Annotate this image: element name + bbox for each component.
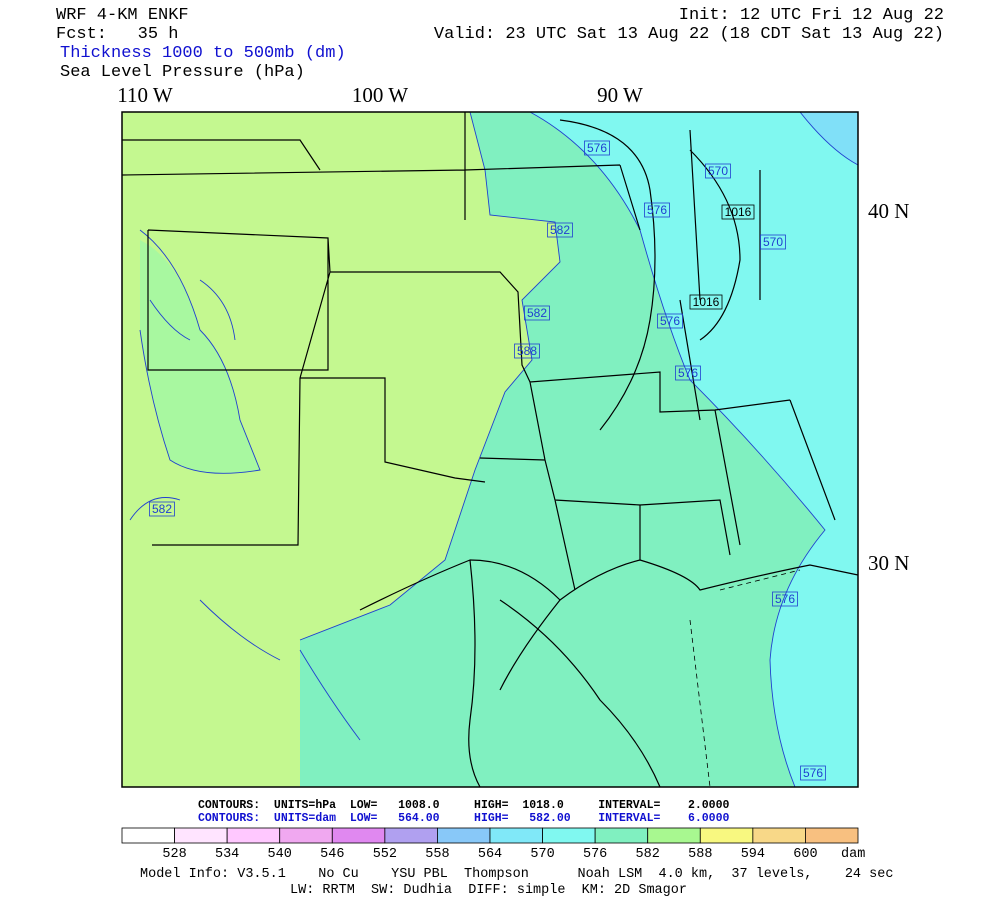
colorbar-box	[489, 827, 543, 844]
label-box	[524, 305, 550, 321]
state-border	[121, 112, 836, 591]
coastline	[468, 559, 561, 788]
colorbar-label: 582	[636, 847, 660, 862]
colorbar-label: 528	[162, 847, 186, 862]
colorbar-label: 588	[688, 847, 712, 862]
lon-label: 110 W	[117, 83, 173, 107]
colorbar-label: 564	[478, 847, 502, 862]
label-box	[514, 343, 540, 359]
contour-label: 570	[708, 164, 728, 178]
thickness-contour	[299, 111, 561, 641]
valid-time: Valid: 23 UTC Sat 13 Aug 22 (18 CDT Sat …	[434, 25, 944, 44]
label-box	[584, 140, 610, 156]
colorbar-box	[594, 827, 649, 844]
contour-info: CONTOURS: UNITS=dam LOW= 564.00 HIGH= 58…	[198, 812, 729, 825]
colorbar-label: 540	[268, 847, 292, 862]
init-time: Init: 12 UTC Fri 12 Aug 22	[679, 6, 944, 25]
label-box	[689, 294, 723, 310]
contour-label: 576	[678, 366, 698, 380]
pressure-contour	[499, 119, 741, 788]
colorbar-label: 576	[583, 847, 607, 862]
contour-label: 576	[660, 314, 680, 328]
contour-label: 582	[152, 502, 172, 516]
colorbar-box	[647, 827, 701, 844]
thickness-band	[530, 112, 858, 787]
colorbar-box	[384, 827, 438, 844]
colorbar: 528 534 540 546 552 558 564 570 576 582 588 594 600 d…	[121, 827, 865, 862]
thickness-band	[122, 112, 560, 787]
label-box	[149, 501, 175, 517]
field-label: Thickness 1000 to 500mb (dm)	[60, 44, 346, 63]
colorbar-label: 552	[373, 847, 397, 862]
colorbar-label: 546	[320, 847, 344, 862]
thickness-contour	[529, 111, 826, 788]
colorbar-unit: dam	[841, 847, 865, 862]
field-label: Sea Level Pressure (hPa)	[60, 63, 305, 82]
contour-info: CONTOURS: UNITS=hPa LOW= 1008.0 HIGH= 10…	[198, 799, 729, 812]
lat-label: 40 N	[868, 199, 909, 223]
model-info: LW: RRTM SW: Dudhia DIFF: simple KM: 2D …	[290, 883, 687, 898]
colorbar-label: 600	[793, 847, 817, 862]
colorbar-box	[699, 827, 754, 844]
terrain-band	[140, 240, 260, 474]
thickness-band	[800, 112, 858, 165]
label-box	[675, 365, 701, 381]
colorbar-box	[331, 827, 386, 844]
colorbar-label: 558	[425, 847, 449, 862]
contour-label: 576	[775, 592, 795, 606]
colorbar-box	[542, 827, 596, 844]
model-title: WRF 4-KM ENKF	[56, 6, 189, 25]
label-box	[721, 204, 755, 220]
colorbar-label: 534	[215, 847, 239, 862]
model-info: Model Info: V3.5.1 No Cu YSU PBL Thompso…	[140, 867, 893, 882]
contour-label: 582	[527, 306, 547, 320]
thickness-contour	[799, 111, 859, 166]
colorbar-box	[437, 827, 491, 844]
label-box	[705, 163, 731, 179]
contour-label: 582	[550, 223, 570, 237]
pressure-trough	[689, 569, 801, 788]
contour-label: 1016	[725, 205, 752, 219]
colorbar-box	[121, 827, 175, 844]
colorbar-box	[226, 827, 281, 844]
contour-label: 570	[763, 235, 783, 249]
colorbar-label: 594	[741, 847, 765, 862]
lon-label: 90 W	[597, 83, 643, 107]
forecast: Fcst: 35 h	[56, 25, 178, 44]
colorbar-box	[805, 827, 859, 844]
colorbar-box	[174, 827, 228, 844]
lat-label: 30 N	[868, 551, 909, 575]
contour-label: 576	[587, 141, 607, 155]
contour-label: 588	[517, 344, 537, 358]
label-box	[644, 202, 670, 218]
contour-label: 576	[647, 203, 667, 217]
label-box	[657, 313, 683, 329]
map-frame	[121, 111, 859, 788]
terrain-contour	[129, 229, 361, 741]
map-labels: 576 570 576 1016 570 582 582 1016 576 588 576 582 57…	[149, 140, 826, 781]
label-box	[772, 591, 798, 607]
label-box	[800, 765, 826, 781]
coastline	[359, 559, 859, 611]
lon-label: 100 W	[352, 83, 408, 107]
map: 576 570 576 1016 570 582 582 1016 576 588 576 582 57…	[121, 111, 859, 788]
contour-label: 576	[803, 766, 823, 780]
colorbar-box	[279, 827, 333, 844]
colorbar-box	[752, 827, 806, 844]
label-box	[760, 234, 786, 250]
label-box	[547, 222, 573, 238]
colorbar-label: 570	[530, 847, 554, 862]
contour-label: 1016	[693, 295, 720, 309]
